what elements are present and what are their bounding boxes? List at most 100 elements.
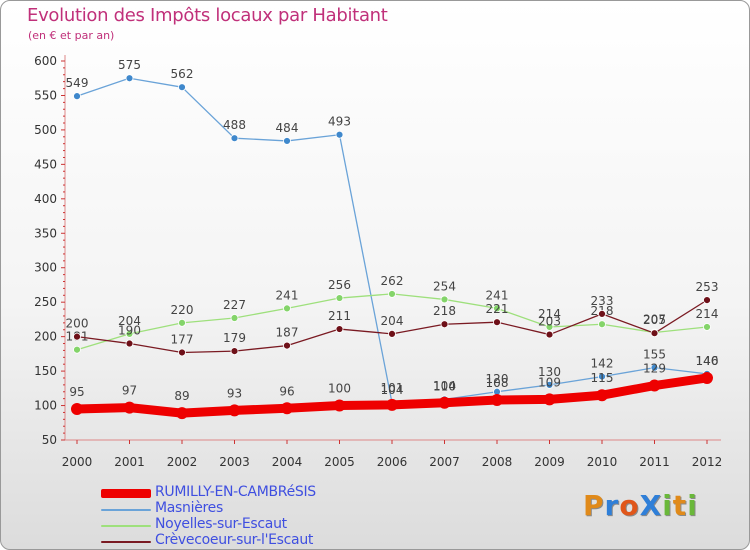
data-label-noyelles-sur-escaut: 204 bbox=[118, 314, 141, 328]
data-point-masnieres bbox=[125, 74, 134, 83]
data-label-noyelles-sur-escaut: 254 bbox=[433, 279, 456, 293]
data-point-rumilly-en-cambresis bbox=[491, 394, 503, 407]
data-point-crevecoeur-sur-l-escaut bbox=[598, 309, 606, 318]
legend-label: Masnières bbox=[155, 500, 223, 516]
legend-swatch bbox=[101, 509, 151, 511]
data-label-noyelles-sur-escaut: 256 bbox=[328, 278, 351, 292]
logo-letter: X bbox=[639, 489, 663, 522]
data-label-crevecoeur-sur-l-escaut: 211 bbox=[328, 309, 351, 323]
x-tick-label: 2004 bbox=[272, 455, 303, 469]
x-tick-label: 2006 bbox=[377, 455, 408, 469]
data-label-noyelles-sur-escaut: 207 bbox=[643, 313, 666, 327]
data-label-rumilly-en-cambresis: 108 bbox=[486, 376, 509, 390]
logo-letter: t bbox=[672, 489, 688, 522]
data-label-crevecoeur-sur-l-escaut: 221 bbox=[486, 302, 509, 316]
x-tick-label: 2007 bbox=[429, 455, 460, 469]
data-label-crevecoeur-sur-l-escaut: 190 bbox=[118, 324, 141, 338]
data-point-masnieres bbox=[598, 372, 606, 381]
data-label-masnieres: 110 bbox=[433, 379, 456, 393]
data-point-noyelles-sur-escaut bbox=[178, 318, 186, 327]
data-label-rumilly-en-cambresis: 101 bbox=[381, 381, 404, 395]
logo-letter: i bbox=[662, 489, 673, 522]
x-tick-label: 2008 bbox=[482, 455, 513, 469]
x-tick-label: 2001 bbox=[114, 455, 145, 469]
y-tick-label: 50 bbox=[42, 433, 57, 447]
data-label-rumilly-en-cambresis: 95 bbox=[69, 385, 84, 399]
data-label-crevecoeur-sur-l-escaut: 233 bbox=[591, 294, 614, 308]
data-label-masnieres: 488 bbox=[223, 118, 246, 132]
data-label-masnieres: 120 bbox=[486, 372, 509, 386]
y-tick-label: 300 bbox=[34, 261, 57, 275]
legend-label: Noyelles-sur-Escaut bbox=[155, 516, 287, 532]
data-label-rumilly-en-cambresis: 109 bbox=[538, 375, 561, 389]
data-point-crevecoeur-sur-l-escaut bbox=[230, 347, 239, 356]
data-point-rumilly-en-cambresis bbox=[176, 407, 188, 420]
data-label-rumilly-en-cambresis: 104 bbox=[433, 379, 456, 393]
data-label-noyelles-sur-escaut: 241 bbox=[276, 288, 299, 302]
data-point-masnieres bbox=[283, 137, 291, 145]
data-point-masnieres bbox=[178, 83, 186, 92]
data-label-rumilly-en-cambresis: 115 bbox=[591, 371, 614, 385]
data-point-noyelles-sur-escaut bbox=[125, 329, 134, 338]
data-label-crevecoeur-sur-l-escaut: 200 bbox=[66, 317, 89, 331]
data-point-masnieres bbox=[545, 380, 554, 389]
data-label-masnieres: 130 bbox=[538, 365, 561, 379]
x-tick-label: 2000 bbox=[62, 455, 93, 469]
data-label-masnieres: 146 bbox=[696, 354, 719, 368]
y-tick-label: 500 bbox=[34, 123, 57, 137]
data-label-rumilly-en-cambresis: 140 bbox=[696, 354, 719, 368]
data-label-noyelles-sur-escaut: 220 bbox=[171, 303, 194, 317]
y-tick-label: 400 bbox=[34, 192, 57, 206]
data-point-rumilly-en-cambresis bbox=[701, 371, 713, 384]
legend-item: Masnières bbox=[101, 500, 401, 517]
data-label-masnieres: 549 bbox=[66, 76, 89, 90]
data-label-noyelles-sur-escaut: 262 bbox=[381, 274, 404, 288]
legend-item: Noyelles-sur-Escaut bbox=[101, 516, 401, 533]
data-label-crevecoeur-sur-l-escaut: 203 bbox=[538, 315, 561, 329]
data-label-rumilly-en-cambresis: 96 bbox=[279, 384, 294, 398]
data-point-noyelles-sur-escaut bbox=[73, 345, 81, 354]
data-label-masnieres: 562 bbox=[171, 67, 194, 81]
data-label-crevecoeur-sur-l-escaut: 205 bbox=[643, 313, 666, 327]
legend-item: RUMILLY-EN-CAMBRéSIS bbox=[101, 484, 401, 501]
data-point-masnieres bbox=[650, 363, 659, 372]
data-point-rumilly-en-cambresis bbox=[71, 402, 83, 415]
data-point-noyelles-sur-escaut bbox=[230, 314, 239, 322]
logo-letter: r bbox=[604, 489, 620, 522]
y-tick-label: 200 bbox=[34, 330, 57, 344]
logo-letter: o bbox=[619, 489, 640, 522]
data-label-masnieres: 575 bbox=[118, 58, 141, 72]
logo-letter: P bbox=[583, 489, 605, 522]
series-line-masnieres bbox=[76, 77, 708, 404]
data-point-crevecoeur-sur-l-escaut bbox=[493, 318, 501, 327]
data-point-crevecoeur-sur-l-escaut bbox=[283, 341, 291, 350]
data-point-rumilly-en-cambresis bbox=[333, 399, 346, 412]
data-label-crevecoeur-sur-l-escaut: 204 bbox=[381, 314, 404, 328]
legend-item: Crèvecoeur-sur-l'Escaut bbox=[101, 532, 401, 549]
data-label-noyelles-sur-escaut: 227 bbox=[223, 298, 246, 312]
data-point-crevecoeur-sur-l-escaut bbox=[178, 348, 186, 357]
data-point-noyelles-sur-escaut bbox=[335, 294, 344, 302]
data-label-rumilly-en-cambresis: 129 bbox=[643, 362, 666, 376]
data-label-masnieres: 104 bbox=[381, 383, 404, 397]
data-point-crevecoeur-sur-l-escaut bbox=[440, 320, 449, 329]
legend-swatch bbox=[101, 489, 151, 498]
data-label-rumilly-en-cambresis: 93 bbox=[227, 386, 242, 400]
data-point-masnieres bbox=[335, 130, 344, 139]
x-tick-label: 2012 bbox=[692, 455, 723, 469]
data-label-crevecoeur-sur-l-escaut: 179 bbox=[223, 331, 246, 345]
data-label-noyelles-sur-escaut: 214 bbox=[696, 307, 719, 321]
y-tick-label: 100 bbox=[34, 399, 57, 413]
data-label-crevecoeur-sur-l-escaut: 177 bbox=[171, 332, 194, 346]
data-point-noyelles-sur-escaut bbox=[283, 304, 291, 313]
data-point-rumilly-en-cambresis bbox=[386, 398, 398, 411]
data-point-noyelles-sur-escaut bbox=[703, 323, 711, 331]
data-point-rumilly-en-cambresis bbox=[596, 389, 608, 402]
x-tick-label: 2011 bbox=[639, 455, 670, 469]
legend-swatch bbox=[101, 541, 151, 543]
legend-label: Crèvecoeur-sur-l'Escaut bbox=[155, 532, 314, 548]
legend-swatch bbox=[101, 525, 151, 527]
data-point-crevecoeur-sur-l-escaut bbox=[545, 330, 554, 339]
